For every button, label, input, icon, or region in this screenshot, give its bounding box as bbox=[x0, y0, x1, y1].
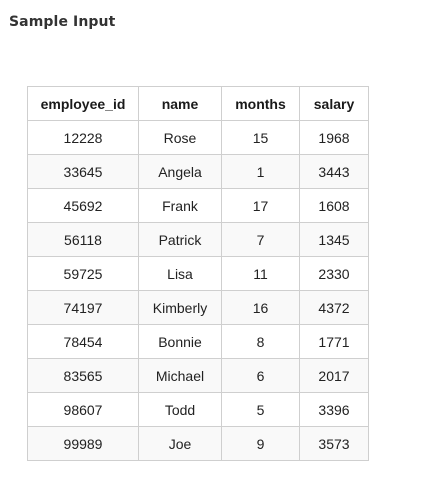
column-header-months: months bbox=[221, 86, 300, 121]
cell-name: Angela bbox=[138, 154, 222, 189]
cell-salary: 1608 bbox=[299, 188, 369, 223]
cell-salary: 2330 bbox=[299, 256, 369, 291]
cell-salary: 2017 bbox=[299, 358, 369, 393]
cell-employee-id: 12228 bbox=[27, 120, 139, 155]
table-row: 83565 Michael 6 2017 bbox=[27, 358, 369, 393]
cell-months: 11 bbox=[221, 256, 300, 291]
cell-employee-id: 56118 bbox=[27, 222, 139, 257]
cell-salary: 3573 bbox=[299, 426, 369, 461]
cell-months: 17 bbox=[221, 188, 300, 223]
table-row: 99989 Joe 9 3573 bbox=[27, 426, 369, 461]
cell-name: Rose bbox=[138, 120, 222, 155]
cell-salary: 3396 bbox=[299, 392, 369, 427]
cell-employee-id: 33645 bbox=[27, 154, 139, 189]
cell-employee-id: 98607 bbox=[27, 392, 139, 427]
column-header-employee-id: employee_id bbox=[27, 86, 139, 121]
cell-months: 16 bbox=[221, 290, 300, 325]
table-row: 12228 Rose 15 1968 bbox=[27, 120, 369, 155]
cell-months: 8 bbox=[221, 324, 300, 359]
column-header-name: name bbox=[138, 86, 222, 121]
cell-salary: 3443 bbox=[299, 154, 369, 189]
cell-employee-id: 99989 bbox=[27, 426, 139, 461]
cell-months: 5 bbox=[221, 392, 300, 427]
cell-name: Michael bbox=[138, 358, 222, 393]
table-row: 78454 Bonnie 8 1771 bbox=[27, 324, 369, 359]
table-row: 98607 Todd 5 3396 bbox=[27, 392, 369, 427]
table-row: 59725 Lisa 11 2330 bbox=[27, 256, 369, 291]
cell-name: Frank bbox=[138, 188, 222, 223]
cell-employee-id: 59725 bbox=[27, 256, 139, 291]
cell-employee-id: 83565 bbox=[27, 358, 139, 393]
table-row: 74197 Kimberly 16 4372 bbox=[27, 290, 369, 325]
table-row: 33645 Angela 1 3443 bbox=[27, 154, 369, 189]
table-row: 45692 Frank 17 1608 bbox=[27, 188, 369, 223]
cell-name: Joe bbox=[138, 426, 222, 461]
cell-months: 15 bbox=[221, 120, 300, 155]
section-heading: Sample Input bbox=[9, 14, 116, 30]
cell-months: 6 bbox=[221, 358, 300, 393]
cell-salary: 4372 bbox=[299, 290, 369, 325]
cell-name: Lisa bbox=[138, 256, 222, 291]
cell-months: 7 bbox=[221, 222, 300, 257]
cell-name: Todd bbox=[138, 392, 222, 427]
table-row: 56118 Patrick 7 1345 bbox=[27, 222, 369, 257]
cell-name: Bonnie bbox=[138, 324, 222, 359]
cell-name: Patrick bbox=[138, 222, 222, 257]
cell-employee-id: 74197 bbox=[27, 290, 139, 325]
cell-months: 9 bbox=[221, 426, 300, 461]
table-header-row: employee_id name months salary bbox=[27, 86, 369, 121]
column-header-salary: salary bbox=[299, 86, 369, 121]
cell-months: 1 bbox=[221, 154, 300, 189]
cell-salary: 1968 bbox=[299, 120, 369, 155]
cell-name: Kimberly bbox=[138, 290, 222, 325]
cell-employee-id: 45692 bbox=[27, 188, 139, 223]
sample-input-table: employee_id name months salary 12228 Ros… bbox=[27, 86, 369, 461]
cell-salary: 1345 bbox=[299, 222, 369, 257]
cell-employee-id: 78454 bbox=[27, 324, 139, 359]
cell-salary: 1771 bbox=[299, 324, 369, 359]
